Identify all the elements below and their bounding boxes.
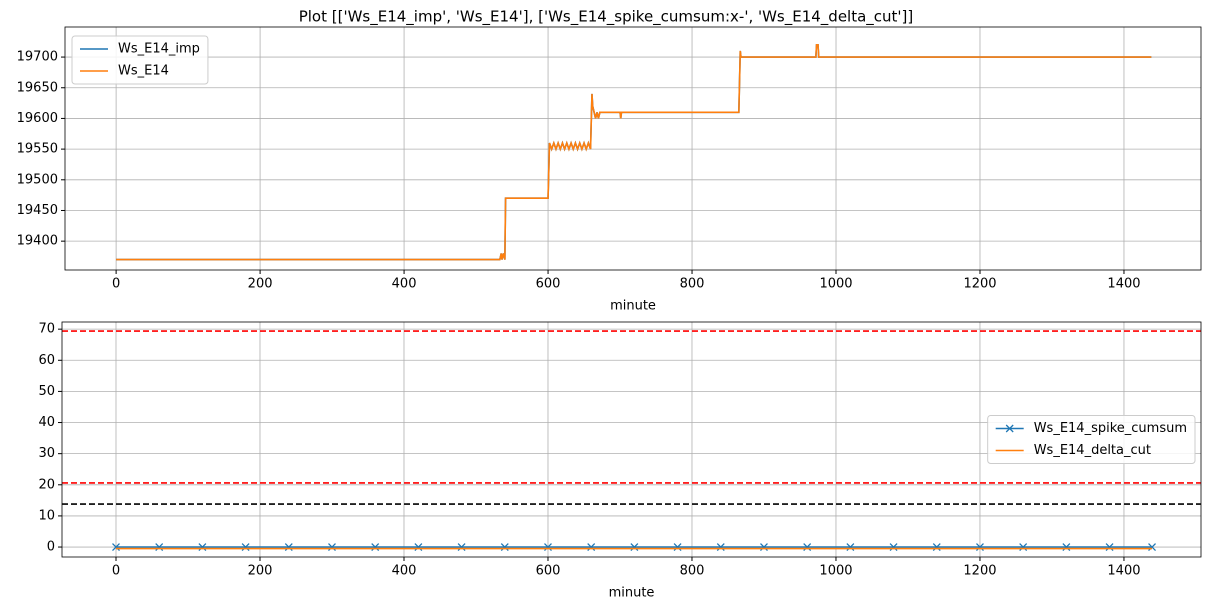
x-tick-label: 200 bbox=[248, 277, 273, 292]
legend-label: Ws_E14 bbox=[118, 64, 169, 79]
x-tick-label: 0 bbox=[112, 277, 120, 292]
x-tick-label: 600 bbox=[536, 277, 561, 292]
y-tick-label: 30 bbox=[38, 446, 55, 461]
y-tick-label: 20 bbox=[38, 477, 55, 492]
axes-frame bbox=[61, 321, 1202, 558]
legend-label: Ws_E14_delta_cut bbox=[1034, 443, 1151, 458]
x-tick-label: 1000 bbox=[819, 564, 852, 579]
x-tick-label: 400 bbox=[392, 277, 417, 292]
y-tick-label: 19600 bbox=[17, 111, 58, 126]
legend-label: Ws_E14_spike_cumsum bbox=[1034, 421, 1187, 436]
legend-marker bbox=[1005, 424, 1014, 433]
x-tick-label: 1200 bbox=[963, 564, 996, 579]
y-tick-label: 0 bbox=[47, 540, 55, 555]
figure-title: Plot [['Ws_E14_imp', 'Ws_E14'], ['Ws_E14… bbox=[299, 8, 914, 27]
y-tick-label: 19550 bbox=[17, 142, 58, 157]
y-tick-label: 60 bbox=[38, 353, 55, 368]
legend: Ws_E14_imp Ws_E14 bbox=[71, 35, 209, 85]
x-tick-label: 200 bbox=[248, 564, 273, 579]
legend-box bbox=[71, 35, 209, 85]
y-tick-label: 19450 bbox=[17, 203, 58, 218]
y-tick-label: 50 bbox=[38, 384, 55, 399]
x-tick-label: 1400 bbox=[1107, 564, 1140, 579]
x-tick-label: 1000 bbox=[819, 277, 852, 292]
x-tick-label: 0 bbox=[112, 564, 120, 579]
plot-area bbox=[116, 44, 1152, 261]
x-tick-label: 800 bbox=[680, 277, 705, 292]
y-tick-label: 19700 bbox=[17, 50, 58, 65]
y-tick-label: 19650 bbox=[17, 80, 58, 95]
x-tick-label: 800 bbox=[680, 564, 705, 579]
x-tick-label: 600 bbox=[536, 564, 561, 579]
y-tick-label: 10 bbox=[38, 508, 55, 523]
axes-frame bbox=[64, 26, 1202, 271]
x-tick-label: 400 bbox=[392, 564, 417, 579]
legend-box bbox=[987, 415, 1196, 464]
series-line bbox=[116, 44, 1152, 261]
y-tick-label: 19500 bbox=[17, 172, 58, 187]
plot-area bbox=[62, 330, 1201, 551]
y-tick-label: 40 bbox=[38, 415, 55, 430]
x-tick-label: 1200 bbox=[963, 277, 996, 292]
legend: Ws_E14_spike_cumsum Ws_E14_delta_cut bbox=[987, 415, 1196, 464]
x-axis-label: minute bbox=[609, 586, 655, 601]
x-axis-label: minute bbox=[610, 299, 656, 314]
y-tick-label: 19400 bbox=[17, 234, 58, 249]
legend-label: Ws_E14_imp bbox=[118, 42, 200, 57]
x-tick-label: 1400 bbox=[1107, 277, 1140, 292]
y-tick-label: 70 bbox=[38, 322, 55, 337]
